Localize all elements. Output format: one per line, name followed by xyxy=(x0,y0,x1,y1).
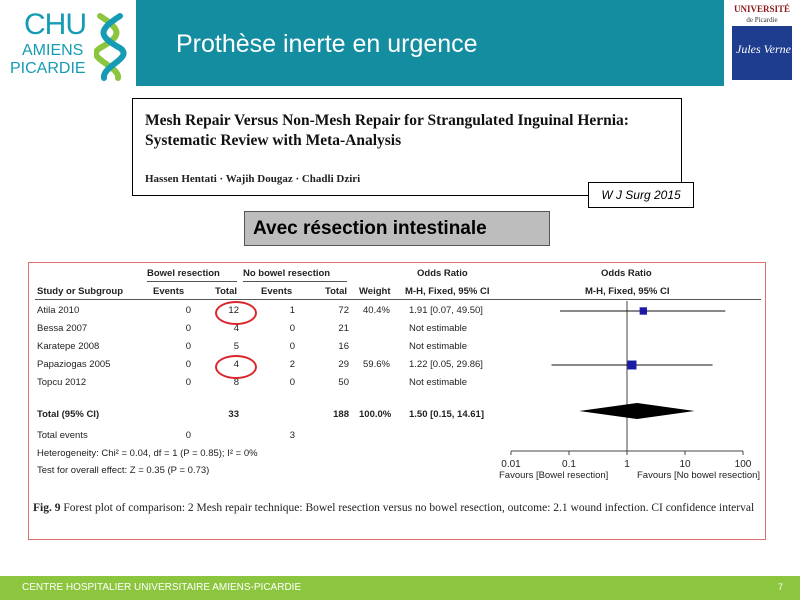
chu-logo-line2: AMIENS xyxy=(22,42,84,59)
header-rule xyxy=(35,299,761,300)
row-cell-t2: 21 xyxy=(338,323,349,334)
row-cell-study: Atila 2010 xyxy=(37,305,80,316)
caption-text: Forest plot of comparison: 2 Mesh repair… xyxy=(63,502,755,514)
group2-underline xyxy=(243,281,347,282)
study-marker xyxy=(639,307,647,315)
row-cell-t1: 8 xyxy=(233,377,239,388)
row-cell-e1: 0 xyxy=(185,305,191,316)
col-weight: Weight xyxy=(359,286,391,297)
row-cell-e2: 0 xyxy=(289,323,295,334)
paper-citation: Mesh Repair Versus Non-Mesh Repair for S… xyxy=(132,98,682,196)
col-events1: Events xyxy=(153,286,185,297)
col-plot-method: M-H, Fixed, 95% CI xyxy=(585,286,670,297)
university-logo-box: Jules Verne xyxy=(732,26,792,80)
total-or: 1.50 [0.15, 14.61] xyxy=(409,409,484,420)
university-logo-line1: UNIVERSITÉ xyxy=(733,4,791,14)
highlight-circle xyxy=(215,301,257,325)
row-cell-e1: 0 xyxy=(185,323,191,334)
subtitle-box: Avec résection intestinale xyxy=(244,211,550,246)
page-number: 7 xyxy=(778,582,784,592)
forest-plot: 0.01 0.1 1 10 100 xyxy=(501,301,752,470)
university-logo-line2: de Picardie xyxy=(746,16,778,24)
x-tick-label: 1 xyxy=(624,459,630,470)
header: CHU AMIENS PICARDIE Prothèse inerte en u… xyxy=(0,0,800,86)
university-logo: UNIVERSITÉ de Picardie Jules Verne xyxy=(730,4,794,80)
chu-logo-line3: PICARDIE xyxy=(10,60,86,77)
row-cell-e1: 0 xyxy=(185,377,191,388)
page-title: Prothèse inerte en urgence xyxy=(176,30,478,58)
row-cell-or: 1.91 [0.07, 49.50] xyxy=(409,305,483,316)
favours-left: Favours [Bowel resection] xyxy=(499,470,609,481)
university-logo-signature: Jules Verne xyxy=(736,42,791,56)
row-cell-weight: 40.4% xyxy=(363,305,390,316)
col-total2: Total xyxy=(325,286,347,297)
row-cell-or: Not estimable xyxy=(409,377,468,388)
row-cell-t2: 29 xyxy=(338,359,349,370)
x-tick-label: 0.01 xyxy=(501,459,521,470)
row-cell-t1: 5 xyxy=(233,341,239,352)
row-cell-weight: 59.6% xyxy=(363,359,390,370)
overall-effect: Test for overall effect: Z = 0.35 (P = 0… xyxy=(37,465,210,476)
study-marker xyxy=(627,360,637,370)
journal-tag: W J Surg 2015 xyxy=(588,182,694,208)
row-cell-or: Not estimable xyxy=(409,323,468,334)
row-cell-study: Bessa 2007 xyxy=(37,323,88,334)
heterogeneity: Heterogeneity: Chi² = 0.04, df = 1 (P = … xyxy=(37,448,258,459)
row-cell-or: Not estimable xyxy=(409,341,468,352)
total-events-label: Total events xyxy=(37,430,88,441)
row-cell-study: Papaziogas 2005 xyxy=(37,359,111,370)
subtitle: Avec résection intestinale xyxy=(253,218,487,239)
row-cell-t2: 50 xyxy=(338,377,349,388)
total-label: Total (95% CI) xyxy=(37,409,100,420)
group1-header: Bowel resection xyxy=(147,268,220,279)
dna-helix-icon xyxy=(94,13,127,81)
plot-header: Odds Ratio xyxy=(601,268,652,279)
total-events-e2: 3 xyxy=(289,430,295,441)
x-tick-label: 10 xyxy=(679,459,691,470)
odds-ratio-header: Odds Ratio xyxy=(417,268,468,279)
total-t2: 188 xyxy=(333,409,349,420)
row-cell-e2: 0 xyxy=(289,377,295,388)
title-band xyxy=(136,0,724,86)
total-events-e1: 0 xyxy=(185,430,191,441)
chu-logo-line1: CHU xyxy=(24,8,87,41)
highlight-circle xyxy=(215,355,257,379)
footer: CENTRE HOSPITALIER UNIVERSITAIRE AMIENS-… xyxy=(0,576,800,600)
col-events2: Events xyxy=(261,286,293,297)
chu-logo: CHU AMIENS PICARDIE xyxy=(8,6,130,82)
group1-underline xyxy=(147,281,237,282)
col-method: M-H, Fixed, 95% CI xyxy=(405,286,490,297)
col-study: Study or Subgroup xyxy=(37,286,124,297)
figure-caption: Fig. 9 Forest plot of comparison: 2 Mesh… xyxy=(33,501,759,516)
row-cell-e1: 0 xyxy=(185,359,191,370)
caption-label: Fig. 9 xyxy=(33,502,61,514)
footer-text: CENTRE HOSPITALIER UNIVERSITAIRE AMIENS-… xyxy=(22,582,302,593)
row-cell-t1: 4 xyxy=(233,323,239,334)
row-cell-study: Topcu 2012 xyxy=(37,377,87,388)
total-t1: 33 xyxy=(228,409,239,420)
group2-header: No bowel resection xyxy=(243,268,331,279)
row-cell-study: Karatepe 2008 xyxy=(37,341,100,352)
row-cell-or: 1.22 [0.05, 29.86] xyxy=(409,359,483,370)
row-cell-e1: 0 xyxy=(185,341,191,352)
paper-title: Mesh Repair Versus Non-Mesh Repair for S… xyxy=(145,112,629,149)
col-total1: Total xyxy=(215,286,237,297)
row-cell-t2: 72 xyxy=(338,305,349,316)
row-cell-e2: 2 xyxy=(289,359,295,370)
pooled-diamond xyxy=(579,403,695,419)
row-cell-t2: 16 xyxy=(338,341,349,352)
x-tick-label: 0.1 xyxy=(562,459,576,470)
forest-plot-figure: Bowel resection No bowel resection Odds … xyxy=(28,262,766,540)
favours-right: Favours [No bowel resection] xyxy=(637,470,761,481)
row-cell-e2: 0 xyxy=(289,341,295,352)
x-tick-label: 100 xyxy=(735,459,752,470)
paper-authors: Hassen Hentati · Wajih Dougaz · Chadli D… xyxy=(145,173,361,185)
total-weight: 100.0% xyxy=(359,409,392,420)
row-cell-e2: 1 xyxy=(289,305,295,316)
